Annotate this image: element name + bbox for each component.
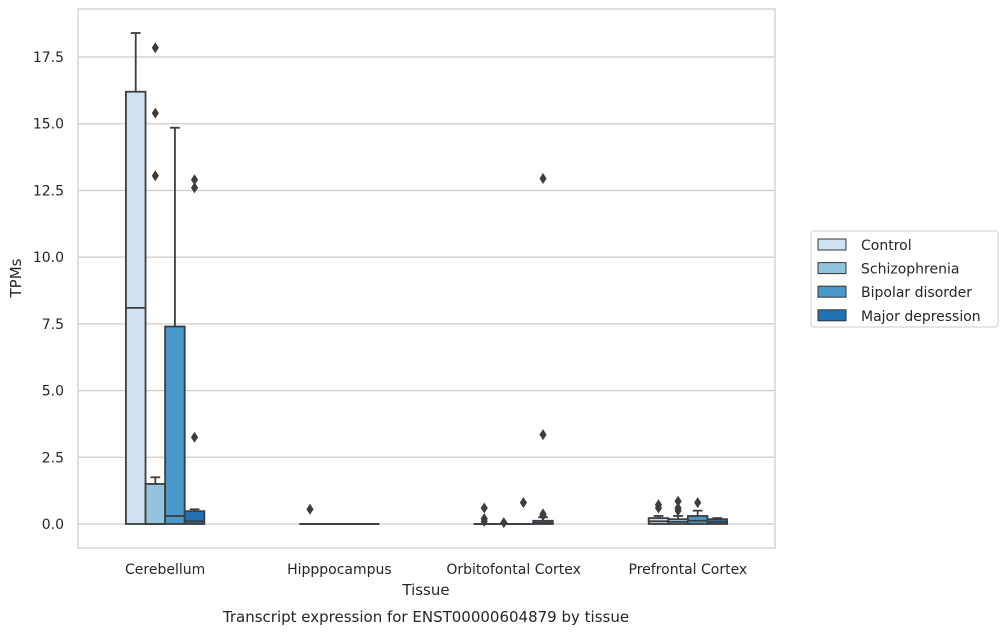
box-bipolar-disorder — [164, 126, 186, 525]
legend-label: Control — [861, 238, 912, 254]
legend-swatch — [817, 238, 847, 251]
x-tick-label: Hipppocampus — [287, 562, 392, 578]
outlier-point — [654, 502, 663, 514]
y-tick-label: 5.0 — [42, 384, 64, 400]
legend-swatch — [817, 285, 847, 298]
legend-label: Major depression — [861, 309, 981, 325]
x-tick-label: Prefrontal Cortex — [629, 562, 748, 578]
y-tick-label: 7.5 — [42, 317, 64, 333]
legend-entry: Major depression — [817, 309, 981, 325]
legend-swatch — [817, 309, 847, 322]
y-axis-title: TPMs — [7, 258, 25, 298]
box-major-depression — [532, 172, 554, 525]
outlier-point — [519, 497, 528, 509]
outlier-point — [190, 431, 199, 443]
box-major-depression — [183, 174, 206, 525]
box-body — [144, 483, 167, 525]
y-tick-labels: 0.0 2.5 5.0 7.5 10.0 12.5 15.0 17.5 — [33, 50, 64, 533]
y-tick-label: 2.5 — [42, 450, 64, 466]
y-tick-label: 15.0 — [33, 117, 64, 133]
outlier-point — [539, 509, 547, 521]
outlier-point — [151, 107, 159, 119]
box-major-depression — [706, 517, 728, 525]
y-tick-label: 12.5 — [33, 183, 64, 199]
chart-caption: Transcript expression for ENST0000060487… — [222, 608, 629, 626]
outlier-point — [539, 172, 547, 184]
outlier-point — [674, 495, 682, 507]
legend-label: Schizophrenia — [861, 262, 959, 278]
box-control — [125, 32, 147, 525]
legend-entry: Bipolar disorder — [817, 285, 972, 301]
legend-label: Bipolar disorder — [861, 285, 972, 301]
legend-entry: Control — [817, 238, 912, 254]
outlier-point — [190, 174, 199, 186]
legend-frame — [810, 230, 999, 328]
x-tick-label: Cerebellum — [125, 562, 205, 578]
outlier-point — [694, 497, 702, 509]
y-tick-label: 10.0 — [33, 250, 64, 266]
y-tick-label: 0.0 — [42, 517, 64, 533]
outlier-point — [190, 182, 199, 194]
outlier-point — [674, 505, 682, 517]
box-body — [164, 325, 186, 525]
x-axis-title: Tissue — [401, 581, 449, 599]
outlier-point — [480, 502, 488, 514]
outlier-point — [151, 42, 159, 54]
y-tick-label: 17.5 — [33, 50, 64, 66]
outlier-point — [500, 517, 508, 529]
box-schizophrenia — [144, 42, 167, 525]
legend-entry: Schizophrenia — [817, 262, 959, 278]
legend-swatch — [817, 262, 847, 275]
x-tick-label: Orbitofontal Cortex — [446, 562, 581, 578]
box-control — [647, 499, 670, 525]
x-tick-labels: Cerebellum Hipppocampus Orbitofontal Corte… — [125, 562, 747, 578]
boxes — [125, 32, 728, 529]
plot-area — [77, 8, 776, 549]
box-control — [473, 502, 495, 527]
outlier-point — [306, 503, 314, 515]
legend: Control Schizophrenia Bipolar disorder Majo… — [810, 230, 999, 328]
outlier-point — [539, 429, 547, 441]
outlier-point — [480, 515, 488, 527]
box-schizophrenia — [667, 495, 689, 525]
outlier-point — [151, 170, 159, 182]
